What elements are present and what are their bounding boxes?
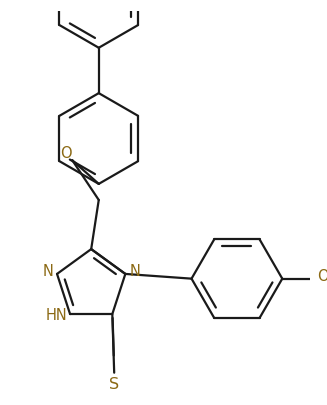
Text: HN: HN (46, 309, 68, 324)
Text: N: N (129, 264, 140, 279)
Text: S: S (109, 377, 119, 392)
Text: O: O (317, 269, 327, 284)
Text: N: N (43, 264, 54, 279)
Text: O: O (60, 146, 72, 161)
